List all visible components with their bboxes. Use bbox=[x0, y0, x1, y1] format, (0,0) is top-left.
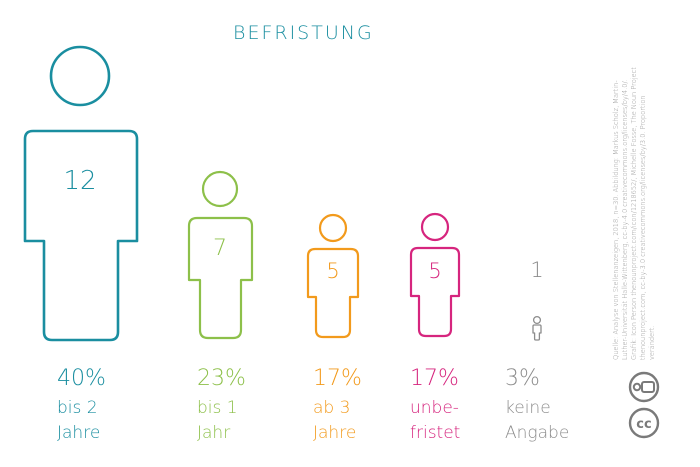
cc-icon: cc bbox=[628, 407, 660, 439]
person-figure: 12 bbox=[23, 45, 139, 342]
category-label-line2: fristet bbox=[410, 423, 461, 443]
percent-label: 17% bbox=[313, 366, 362, 391]
svg-text:cc: cc bbox=[636, 417, 651, 432]
category-label-line2: Jahre bbox=[313, 423, 357, 443]
person-body bbox=[23, 129, 139, 342]
category-label-line2: Angabe bbox=[505, 423, 570, 443]
chart-title: BEFRISTUNG bbox=[233, 22, 374, 44]
category-label-line1: bis 2 bbox=[57, 398, 98, 418]
count-label: 5 bbox=[428, 259, 441, 283]
count-label: 5 bbox=[326, 259, 339, 283]
person-head bbox=[201, 170, 239, 208]
count-label: 7 bbox=[213, 236, 227, 261]
person-body bbox=[187, 216, 254, 340]
count-label: 12 bbox=[63, 166, 96, 196]
person-body bbox=[306, 247, 360, 339]
percent-label: 23% bbox=[197, 366, 246, 391]
category-label-line1: keine bbox=[505, 398, 551, 418]
person-body bbox=[532, 324, 542, 341]
person-head bbox=[49, 45, 111, 107]
percent-label: 3% bbox=[505, 366, 540, 391]
percent-label: 40% bbox=[57, 366, 106, 391]
person-body bbox=[409, 246, 461, 338]
category-label-line1: ab 3 bbox=[313, 398, 351, 418]
percent-label: 17% bbox=[410, 366, 459, 391]
attribution-icon bbox=[628, 371, 660, 403]
category-label-line1: unbe- bbox=[410, 398, 459, 418]
count-label: 1 bbox=[530, 258, 543, 282]
category-label-line2: Jahr bbox=[197, 423, 231, 443]
person-figure: 7 bbox=[187, 170, 254, 340]
person-head bbox=[420, 212, 450, 242]
person-head bbox=[532, 315, 542, 325]
source-note: Quelle: Analyse von Stellenanzeigen, 201… bbox=[612, 67, 656, 360]
person-head bbox=[318, 213, 348, 243]
category-label-line2: Jahre bbox=[57, 423, 101, 443]
person-figure: 1 bbox=[530, 258, 544, 341]
person-figure: 5 bbox=[409, 212, 461, 338]
license-icons: cc bbox=[627, 371, 663, 443]
category-label-line1: bis 1 bbox=[197, 398, 238, 418]
person-figure: 5 bbox=[306, 213, 360, 339]
